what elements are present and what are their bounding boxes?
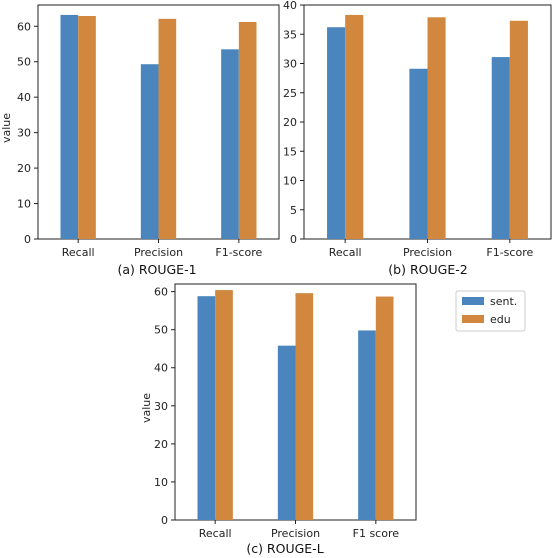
bar-edu-2 [238, 22, 257, 239]
bar-sent-0 [60, 14, 79, 239]
bar-edu-0 [78, 15, 96, 240]
y-tick-label: 10 [154, 476, 168, 489]
y-tick-label: 0 [24, 233, 31, 246]
y-tick-label: 40 [283, 0, 297, 12]
legend-label-edu: edu [490, 313, 511, 326]
legend-label-sent: sent. [490, 295, 517, 308]
y-tick-label: 30 [283, 58, 297, 71]
x-tick-label: Precision [271, 527, 320, 540]
legend-swatch-sent [462, 297, 484, 305]
legend-swatch-edu [462, 315, 484, 323]
bar-sent-2 [358, 330, 376, 520]
panel-rouge-2: (b) ROUGE-2 [388, 262, 467, 277]
chart-caption: (a) ROUGE-1 [117, 262, 196, 277]
bar-sent-2 [491, 57, 510, 239]
bar-edu-2 [375, 296, 394, 520]
x-tick-label: F1-score [215, 246, 262, 259]
y-tick-label: 60 [17, 20, 31, 33]
bar-sent-0 [327, 27, 346, 240]
chart-caption: (c) ROUGE-L [246, 541, 323, 556]
bar-sent-2 [221, 49, 239, 240]
x-tick-label: F1-score [486, 246, 533, 259]
panel-rouge-l: value (c) ROUGE-L [140, 393, 324, 556]
x-tick-label: Recall [199, 527, 232, 540]
bar-edu-2 [509, 20, 528, 240]
x-tick-label: Recall [329, 246, 362, 259]
chart-caption: (b) ROUGE-2 [388, 262, 467, 277]
x-tick-label: Recall [62, 246, 95, 259]
y-tick-label: 30 [17, 127, 31, 140]
y-tick-label: 0 [161, 514, 168, 527]
y-tick-label: 30 [154, 400, 168, 413]
x-tick-label: Precision [403, 246, 452, 259]
bar-sent-1 [140, 64, 159, 239]
bar-sent-1 [409, 68, 428, 239]
y-tick-label: 10 [283, 175, 297, 188]
x-tick-label: Precision [134, 246, 183, 259]
y-axis-label: value [0, 113, 13, 143]
bar-sent-0 [197, 296, 216, 520]
bar-edu-1 [158, 18, 177, 240]
y-tick-label: 50 [154, 324, 168, 337]
bar-edu-0 [215, 290, 233, 520]
plot-area: 0 10 20 30 40 50 60 Recall Precision F1-score [17, 4, 280, 259]
y-tick-label: 25 [283, 87, 297, 100]
bar-edu-1 [295, 293, 314, 520]
y-axis-label: value [140, 393, 153, 423]
y-tick-label: 40 [154, 362, 168, 375]
y-tick-label: 20 [154, 438, 168, 451]
plot-area: 0 5 10 15 20 25 30 35 40 Recall Precision F1-score [283, 0, 552, 259]
y-tick-label: 50 [17, 56, 31, 69]
plot-area: 0 10 20 30 40 50 60 Recall Precision F1 score [154, 283, 417, 540]
panel-rouge-1: value (a) ROUGE-1 [0, 113, 197, 277]
y-tick-label: 40 [17, 91, 31, 104]
y-tick-label: 10 [17, 198, 31, 211]
y-tick-label: 15 [283, 145, 297, 158]
y-tick-label: 20 [17, 162, 31, 175]
y-tick-label: 5 [290, 204, 297, 217]
legend: sent. edu [455, 290, 526, 332]
x-tick-label: F1 score [353, 527, 400, 540]
y-tick-label: 60 [154, 286, 168, 299]
bar-edu-1 [427, 17, 446, 239]
y-tick-label: 35 [283, 28, 297, 41]
bar-sent-1 [277, 345, 296, 520]
bar-edu-0 [345, 14, 364, 239]
y-tick-label: 0 [290, 233, 297, 246]
y-tick-label: 20 [283, 116, 297, 129]
